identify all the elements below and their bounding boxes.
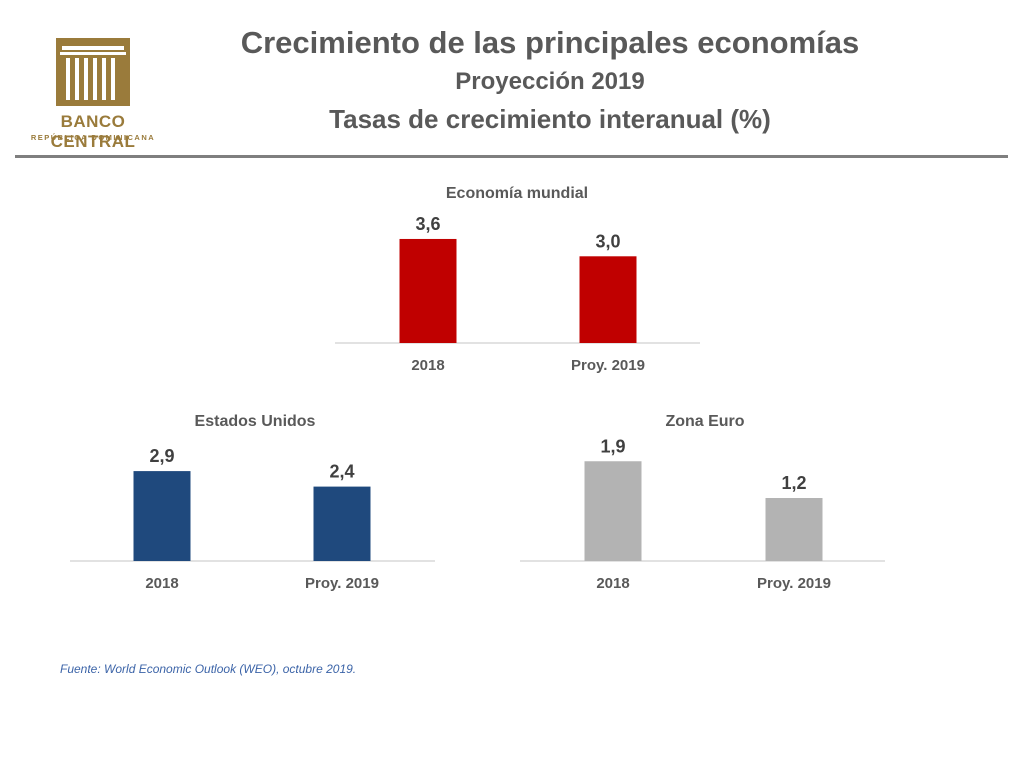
chart-title: Economía mundial — [446, 185, 588, 202]
bar-0 — [399, 238, 457, 343]
page-subtitle-rates: Tasas de crecimiento interanual (%) — [329, 104, 771, 134]
logo-name: BANCO CENTRAL — [50, 112, 136, 151]
page-title: Crecimiento de las principales economías — [240, 25, 860, 60]
header: Crecimiento de las principales economías… — [230, 22, 870, 138]
category-label-0: 2018 — [411, 357, 444, 374]
category-label-1: Proy. 2019 — [305, 575, 379, 592]
chart-world-economy: Economía mundial 3,6 2018 3,0 Proy. 2019 — [335, 180, 705, 380]
chart-title: Estados Unidos — [195, 413, 316, 430]
chart-euro-zone: Zona Euro 1,9 2018 1,2 Proy. 2019 — [520, 408, 890, 598]
chart-us-svg: Estados Unidos 2,9 2018 2,4 Proy. 2019 — [70, 413, 435, 592]
bar-0 — [133, 471, 191, 561]
category-label-1: Proy. 2019 — [757, 575, 831, 592]
logo-subtitle: REPÚBLICA DOMINICANA — [30, 133, 156, 142]
category-label-1: Proy. 2019 — [571, 357, 645, 374]
category-label-0: 2018 — [596, 575, 629, 592]
chart-euro-svg: Zona Euro 1,9 2018 1,2 Proy. 2019 — [520, 413, 885, 592]
data-label-0: 3,6 — [415, 214, 440, 234]
data-label-0: 2,9 — [149, 446, 174, 466]
data-label-0: 1,9 — [600, 436, 625, 456]
page-subtitle: Proyección 2019 — [455, 68, 645, 95]
chart-united-states: Estados Unidos 2,9 2018 2,4 Proy. 2019 — [70, 408, 440, 598]
bar-1 — [579, 256, 637, 343]
column-building-icon — [56, 38, 130, 106]
data-label-1: 2,4 — [329, 462, 354, 482]
chart-world-svg: Economía mundial 3,6 2018 3,0 Proy. 2019 — [335, 185, 700, 374]
bar-0 — [584, 461, 642, 561]
bank-logo: BANCO CENTRAL REPÚBLICA DOMINICANA — [18, 36, 168, 151]
data-label-1: 3,0 — [595, 231, 620, 251]
bar-1 — [765, 498, 823, 561]
data-label-1: 1,2 — [781, 473, 806, 493]
header-divider — [15, 155, 1008, 158]
source-note: Fuente: World Economic Outlook (WEO), oc… — [60, 662, 357, 676]
bar-1 — [313, 486, 371, 561]
chart-title: Zona Euro — [665, 413, 744, 430]
category-label-0: 2018 — [145, 575, 178, 592]
